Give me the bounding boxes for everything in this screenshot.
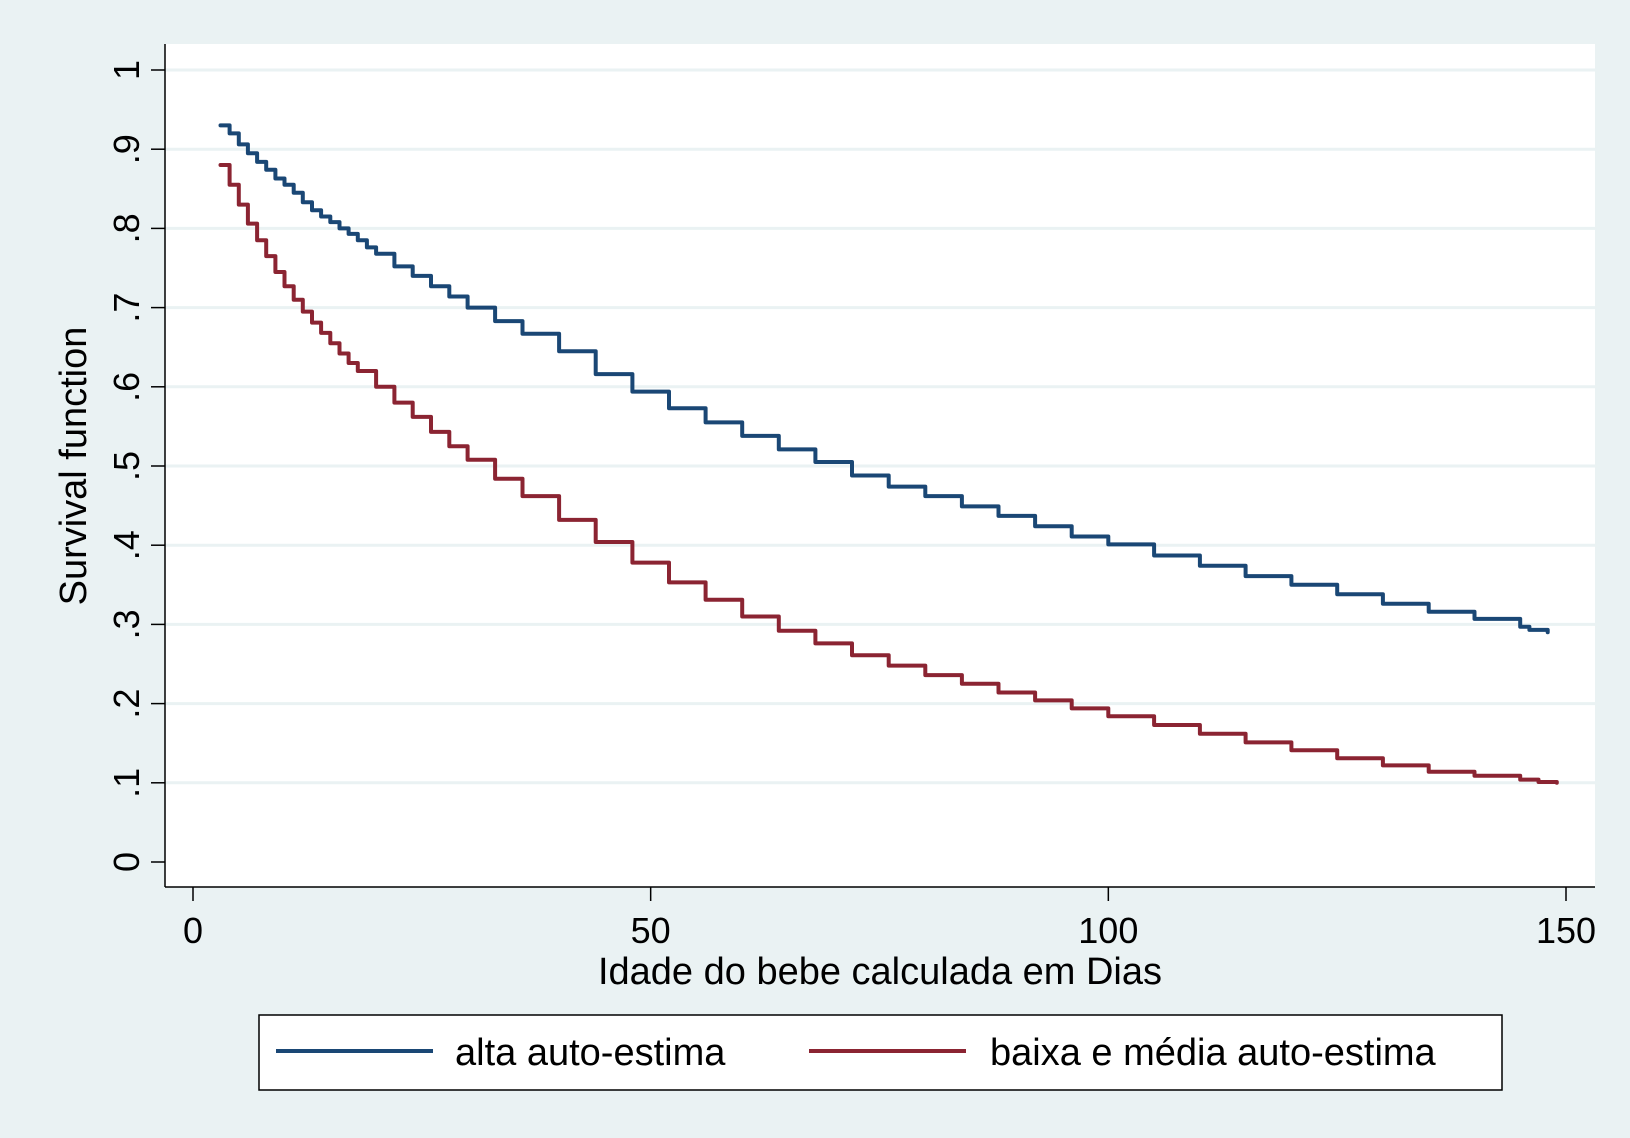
x-axis-label: Idade do bebe calculada em Dias: [598, 951, 1162, 993]
y-tick-label: .2: [106, 689, 147, 719]
grid-lines: [165, 68, 1595, 785]
x-tick-label: 0: [183, 910, 203, 951]
y-tick-label: .9: [106, 134, 147, 164]
y-tick-label: 0: [106, 852, 147, 872]
y-tick-label: 1: [106, 60, 147, 80]
series-line-1: [218, 163, 1559, 785]
series-line-0: [218, 123, 1550, 635]
y-axis-label: Survival function: [53, 327, 95, 606]
y-tick-label: .4: [106, 530, 147, 560]
x-tick-label: 150: [1536, 910, 1596, 951]
tick-labels: 0 .1 .2 .3 .4 .5 .6 .7 .8 .9 1 0 50 100 150: [106, 60, 1596, 951]
x-tick-label: 50: [631, 910, 671, 951]
legend: alta auto-estima baixa e média auto-esti…: [258, 1014, 1503, 1091]
legend-label-baixa: baixa e média auto-estima: [990, 1032, 1437, 1074]
y-tick-label: .8: [106, 213, 147, 243]
y-tick-label: .1: [106, 768, 147, 798]
series-layer: [218, 123, 1559, 785]
x-tick-label: 100: [1078, 910, 1138, 951]
y-tick-label: .7: [106, 293, 147, 323]
axes: [151, 44, 1595, 901]
legend-label-alta: alta auto-estima: [455, 1032, 726, 1074]
y-tick-label: .5: [106, 451, 147, 481]
y-tick-label: .3: [106, 609, 147, 639]
y-tick-label: .6: [106, 372, 147, 402]
